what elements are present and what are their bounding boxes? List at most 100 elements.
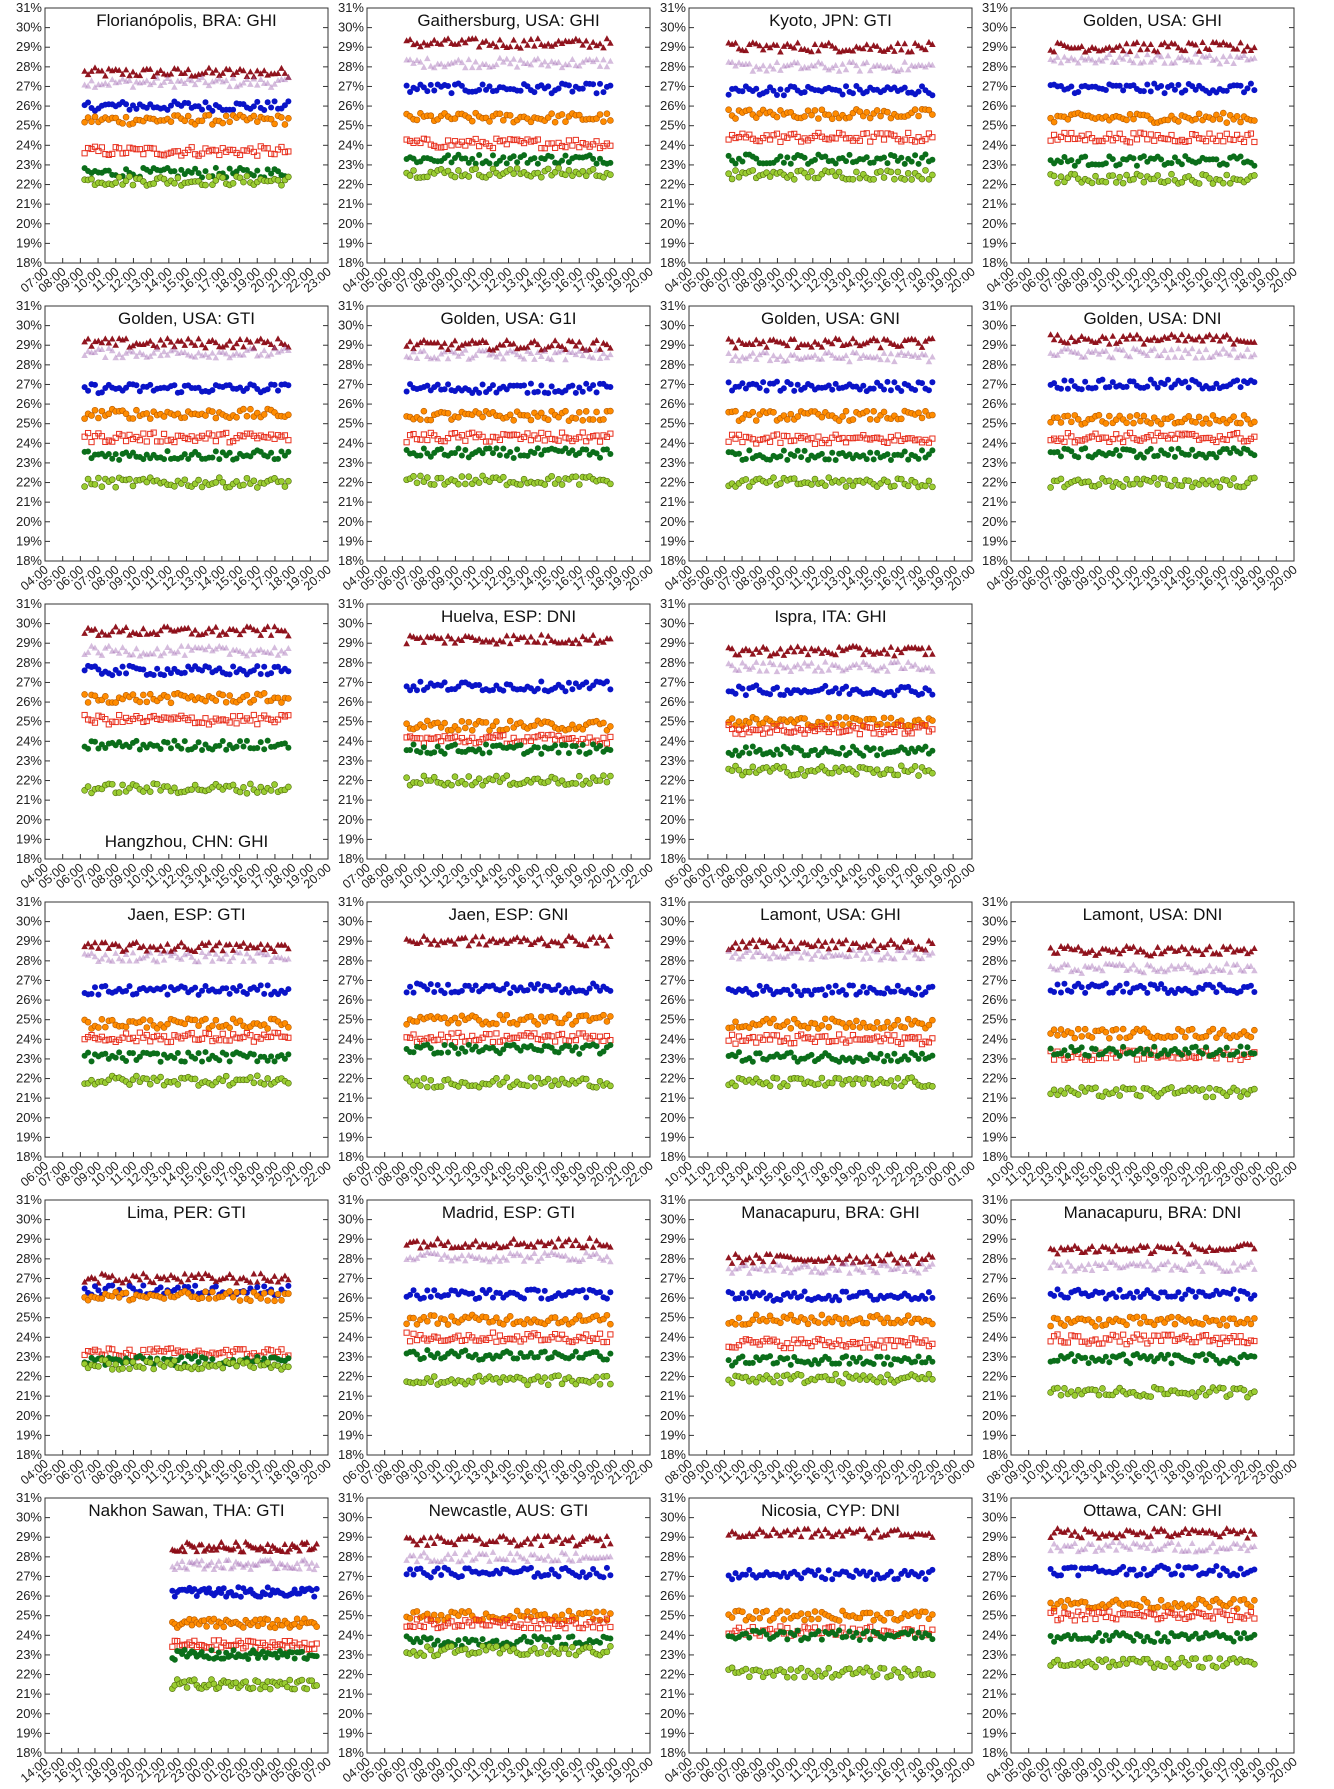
point-blue-circle (524, 389, 531, 396)
point-yellow-green-circle (444, 167, 452, 175)
point-dark-green-circle (925, 451, 932, 458)
y-tick-label: 25% (16, 118, 42, 133)
point-dark-green-circle (410, 741, 417, 748)
y-tick-label: 19% (16, 831, 42, 846)
point-dark-red-triangle (804, 47, 812, 54)
point-red-square (749, 436, 756, 443)
point-yellow-green-circle (479, 781, 486, 789)
point-dark-red-triangle (1154, 48, 1161, 55)
point-dark-red-triangle (538, 631, 545, 638)
point-orange-circle (219, 119, 227, 127)
point-violet-triangle (146, 650, 154, 657)
point-orange-circle (250, 696, 258, 704)
point-dark-red-triangle (281, 341, 289, 348)
point-red-square (285, 712, 292, 719)
point-violet-triangle (424, 353, 431, 360)
point-dark-red-triangle (506, 43, 514, 50)
point-red-square (545, 140, 552, 147)
point-violet-triangle (1078, 353, 1086, 360)
point-dark-green-circle (1133, 162, 1140, 169)
point-red-square (1199, 435, 1206, 442)
point-dark-red-triangle (489, 346, 497, 353)
point-dark-green-circle (417, 749, 424, 756)
panel-title: Hangzhou, CHN: GHI (105, 832, 268, 851)
point-orange-circle (787, 410, 795, 418)
point-dark-red-triangle (119, 627, 126, 634)
point-dark-green-circle (171, 168, 178, 175)
point-dark-red-triangle (468, 633, 476, 640)
point-dark-red-triangle (825, 39, 833, 46)
point-red-square (102, 151, 109, 158)
point-orange-circle (500, 116, 507, 124)
point-blue-circle (756, 384, 763, 391)
point-red-square (832, 135, 839, 142)
point-red-square (434, 436, 441, 443)
point-violet-triangle (877, 62, 884, 69)
point-red-square (472, 740, 479, 747)
point-orange-circle (122, 113, 130, 121)
point-violet-triangle (455, 56, 462, 63)
point-dark-red-triangle (81, 338, 88, 345)
point-dark-green-circle (1109, 450, 1116, 457)
point-dark-red-triangle (413, 40, 421, 47)
point-violet-triangle (216, 642, 223, 649)
point-red-square (188, 144, 195, 151)
point-red-square (784, 134, 791, 141)
point-violet-triangle (271, 345, 278, 352)
point-dark-red-triangle (825, 338, 833, 345)
point-dark-red-triangle (873, 337, 881, 344)
point-yellow-green-circle (1213, 478, 1220, 486)
point-dark-red-triangle (759, 338, 767, 345)
panel-2: 18%19%20%21%22%23%24%25%26%27%28%29%30%3… (660, 0, 978, 295)
point-red-square (1185, 431, 1192, 438)
point-red-square (787, 437, 794, 445)
point-yellow-green-circle (541, 481, 549, 488)
point-blue-circle (562, 688, 569, 695)
y-tick-label: 27% (338, 674, 364, 689)
point-red-square (1168, 131, 1175, 139)
point-dark-green-circle (905, 456, 912, 463)
point-dark-red-triangle (219, 69, 227, 76)
point-red-square (1082, 436, 1089, 443)
point-dark-red-triangle (430, 632, 438, 639)
point-red-square (243, 430, 251, 437)
point-violet-triangle (205, 82, 213, 89)
point-violet-triangle (1219, 53, 1227, 60)
point-red-square (1088, 135, 1096, 142)
point-dark-green-circle (555, 749, 562, 756)
point-violet-triangle (1154, 352, 1161, 359)
point-dark-red-triangle (735, 336, 743, 343)
point-violet-triangle (264, 79, 271, 86)
point-blue-circle (230, 663, 237, 670)
point-red-square (458, 432, 465, 439)
point-red-square (420, 135, 427, 142)
point-violet-triangle (1188, 58, 1196, 65)
point-violet-triangle (413, 354, 421, 361)
point-violet-triangle (548, 356, 555, 363)
point-violet-triangle (475, 347, 483, 354)
point-violet-triangle (260, 347, 268, 354)
point-orange-circle (873, 107, 881, 114)
point-orange-circle (250, 112, 258, 120)
point-orange-circle (233, 413, 240, 421)
point-orange-circle (839, 413, 846, 420)
point-red-square (839, 131, 846, 138)
point-violet-triangle (427, 355, 435, 362)
point-yellow-green-circle (808, 168, 815, 175)
point-dark-green-circle (129, 449, 136, 456)
point-blue-circle (856, 386, 863, 393)
point-red-square (1064, 430, 1071, 437)
point-violet-triangle (911, 63, 919, 70)
point-red-square (798, 434, 805, 442)
point-violet-triangle (811, 62, 819, 69)
point-dark-red-triangle (247, 68, 254, 75)
point-violet-triangle (178, 77, 185, 84)
point-dark-green-circle (1116, 452, 1123, 459)
point-violet-triangle (1223, 58, 1231, 65)
point-violet-triangle (191, 353, 199, 360)
point-red-square (846, 434, 853, 442)
point-dark-red-triangle (1175, 44, 1182, 51)
point-red-square (212, 438, 219, 445)
point-dark-green-circle (846, 451, 853, 458)
point-dark-green-circle (469, 155, 476, 162)
